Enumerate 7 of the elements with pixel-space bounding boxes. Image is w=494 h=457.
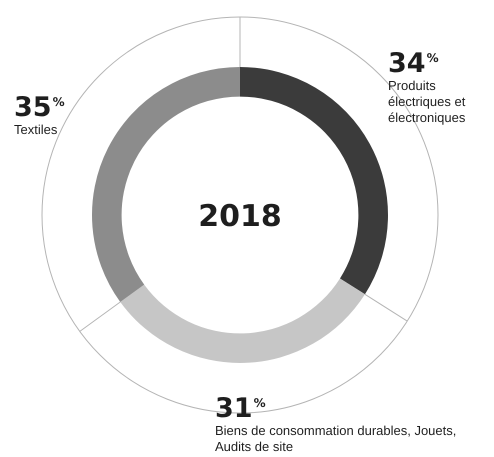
slice-label: Textiles: [14, 122, 58, 137]
data-label: 31%: [215, 393, 266, 424]
text: 2018: [198, 199, 282, 234]
data-label: 34%: [388, 48, 439, 79]
data-label: 35%: [14, 92, 65, 123]
slice-label: Biens de consommation durables, Jouets, Audits de site: [215, 423, 456, 454]
slice-label: Produits électriques et électroniques: [388, 78, 466, 125]
